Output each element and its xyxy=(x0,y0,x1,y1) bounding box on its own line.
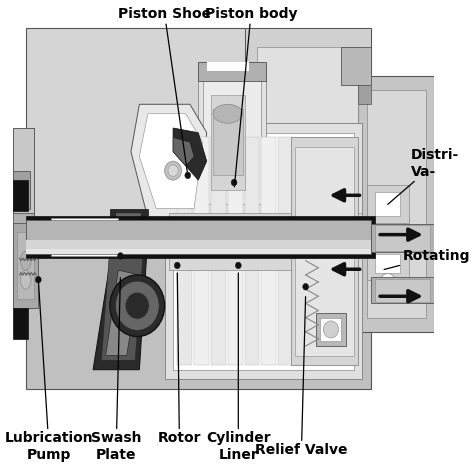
Circle shape xyxy=(115,281,159,330)
Bar xyxy=(116,213,141,237)
Bar xyxy=(367,185,409,223)
Circle shape xyxy=(323,321,338,338)
Bar xyxy=(110,209,148,242)
Bar xyxy=(375,192,401,216)
Bar xyxy=(13,128,34,213)
Bar xyxy=(228,137,243,365)
Bar xyxy=(367,90,426,318)
Polygon shape xyxy=(101,246,144,360)
Text: Swash
Plate: Swash Plate xyxy=(91,278,141,462)
Bar xyxy=(295,147,354,356)
Circle shape xyxy=(174,262,180,269)
Bar xyxy=(278,137,293,365)
Bar xyxy=(262,137,276,365)
Circle shape xyxy=(164,161,182,180)
Text: Rotor: Rotor xyxy=(158,273,201,446)
Text: Rotating: Rotating xyxy=(384,249,470,270)
Circle shape xyxy=(231,179,237,186)
Bar xyxy=(320,318,341,341)
Bar xyxy=(211,95,245,190)
Polygon shape xyxy=(131,104,207,218)
Circle shape xyxy=(36,276,41,283)
Bar xyxy=(177,137,192,365)
Bar xyxy=(13,128,34,308)
Bar xyxy=(51,218,118,256)
Bar xyxy=(26,228,371,389)
Bar xyxy=(198,62,265,213)
Ellipse shape xyxy=(20,251,31,270)
Bar xyxy=(207,62,249,71)
Bar xyxy=(164,123,363,379)
Polygon shape xyxy=(173,137,194,166)
Bar xyxy=(26,216,375,258)
Bar xyxy=(26,220,371,254)
Text: Cylinder
Liner: Cylinder Liner xyxy=(206,273,271,462)
Bar xyxy=(13,223,38,308)
Bar xyxy=(213,109,243,175)
Circle shape xyxy=(236,262,241,269)
Circle shape xyxy=(168,165,178,176)
Bar xyxy=(26,249,371,254)
Text: Lubrication
Pump: Lubrication Pump xyxy=(5,283,93,462)
Ellipse shape xyxy=(207,225,240,249)
Bar xyxy=(316,313,346,346)
Bar xyxy=(169,213,363,270)
Bar xyxy=(26,240,371,252)
Polygon shape xyxy=(139,114,202,209)
Bar xyxy=(26,28,371,228)
Bar xyxy=(375,279,430,302)
Bar xyxy=(291,137,358,365)
Bar xyxy=(371,277,434,303)
Bar xyxy=(198,62,265,81)
Circle shape xyxy=(380,273,395,291)
Polygon shape xyxy=(173,128,207,180)
Bar xyxy=(173,133,354,370)
Polygon shape xyxy=(106,270,139,356)
Circle shape xyxy=(118,253,123,259)
Bar xyxy=(13,308,28,339)
Bar xyxy=(13,242,30,289)
Ellipse shape xyxy=(213,104,243,123)
Bar xyxy=(367,246,409,280)
Bar xyxy=(13,180,28,211)
Circle shape xyxy=(126,292,149,319)
Bar xyxy=(341,47,371,85)
Circle shape xyxy=(110,275,164,337)
Text: Piston body: Piston body xyxy=(205,7,297,187)
Bar xyxy=(358,85,371,104)
Bar xyxy=(375,254,401,273)
Circle shape xyxy=(303,283,309,290)
Circle shape xyxy=(185,172,191,179)
Bar xyxy=(375,225,430,251)
Bar xyxy=(17,232,34,299)
Bar xyxy=(13,171,30,209)
Bar xyxy=(245,137,259,365)
Bar xyxy=(194,137,209,365)
Ellipse shape xyxy=(20,270,31,289)
Bar xyxy=(371,224,434,252)
Bar xyxy=(358,76,434,332)
Text: Piston Shoe: Piston Shoe xyxy=(118,7,211,173)
Bar xyxy=(211,137,226,365)
Text: Distri-
Va-: Distri- Va- xyxy=(388,148,459,204)
Bar xyxy=(202,71,262,204)
Bar xyxy=(245,28,371,213)
Bar xyxy=(257,47,358,190)
Polygon shape xyxy=(93,237,148,370)
Text: Relief Valve: Relief Valve xyxy=(255,297,348,457)
